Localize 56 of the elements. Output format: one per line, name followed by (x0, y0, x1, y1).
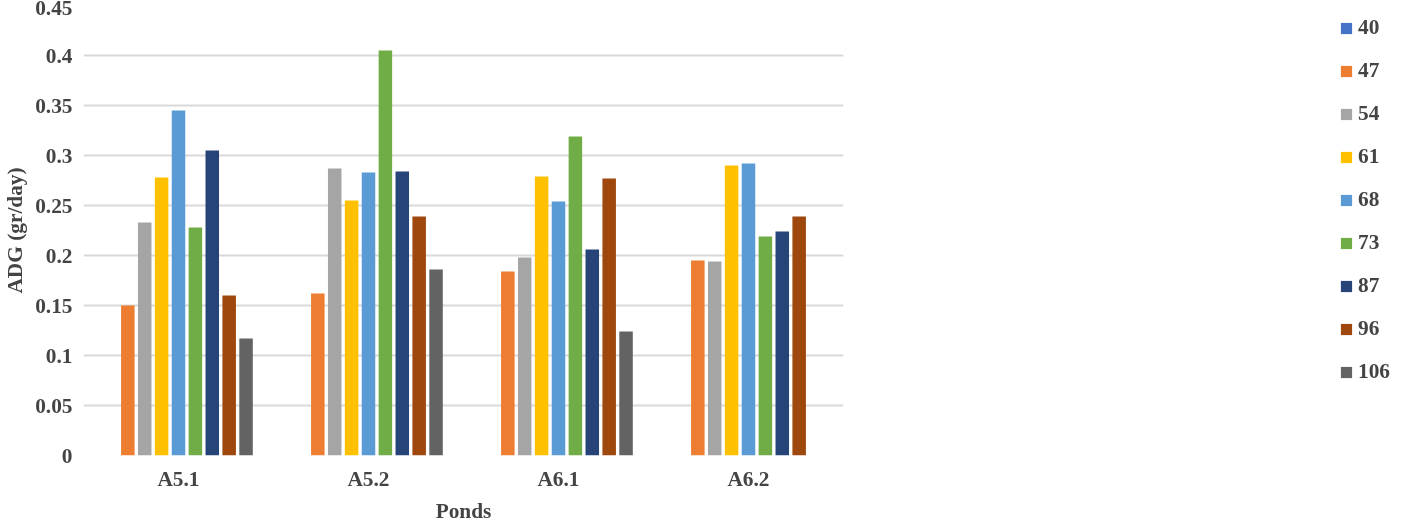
legend-label: 73 (1358, 230, 1380, 255)
legend-label: 68 (1358, 187, 1380, 212)
legend-label: 47 (1358, 58, 1380, 83)
y-tick-label: 0.3 (45, 143, 73, 168)
bar (758, 236, 773, 456)
y-tick-label: 0.4 (45, 43, 73, 68)
bar (171, 110, 186, 456)
bar (691, 260, 705, 456)
bar (311, 293, 325, 456)
bar (741, 163, 756, 456)
bar (361, 172, 376, 456)
bar (568, 136, 583, 456)
legend-label: 61 (1358, 144, 1380, 169)
bar (239, 338, 253, 456)
bar (775, 231, 790, 456)
bar (534, 176, 549, 456)
legend-label: 40 (1358, 15, 1380, 40)
y-axis-title: ADG (gr/day) (3, 167, 28, 294)
bar (344, 200, 359, 456)
bar (395, 171, 410, 456)
bar (378, 50, 393, 456)
legend-label: 54 (1358, 101, 1380, 126)
bar (517, 257, 532, 456)
bar (501, 271, 515, 456)
bar (551, 201, 566, 456)
bar (602, 178, 616, 456)
y-tick-label: 0.25 (35, 193, 73, 218)
legend-label: 96 (1358, 316, 1380, 341)
bar (205, 150, 220, 456)
x-tick-label: A6.2 (727, 466, 770, 491)
bar (154, 177, 169, 456)
bar (121, 305, 135, 456)
bar (792, 216, 806, 456)
bar (619, 331, 633, 456)
y-tick-label: 0.05 (35, 393, 73, 418)
bar (222, 295, 236, 456)
bar (724, 165, 739, 456)
x-axis-title: Ponds (435, 498, 492, 523)
x-tick-label: A5.1 (157, 466, 200, 491)
bar (585, 249, 600, 456)
bar (707, 261, 722, 456)
y-tick-label: 0.45 (35, 0, 73, 20)
bar (188, 227, 203, 456)
y-tick-label: 0.1 (45, 343, 73, 368)
y-tick-label: 0.35 (35, 93, 73, 118)
bar (327, 168, 342, 456)
y-tick-label: 0 (61, 443, 73, 468)
legend-label: 87 (1358, 273, 1380, 298)
x-tick-label: A5.2 (347, 466, 390, 491)
bar (429, 269, 443, 456)
y-tick-label: 0.2 (45, 243, 73, 268)
legend-label: 106 (1358, 359, 1390, 384)
bar (137, 222, 152, 456)
y-tick-label: 0.15 (35, 293, 73, 318)
x-tick-label: A6.1 (537, 466, 580, 491)
bar (412, 216, 426, 456)
